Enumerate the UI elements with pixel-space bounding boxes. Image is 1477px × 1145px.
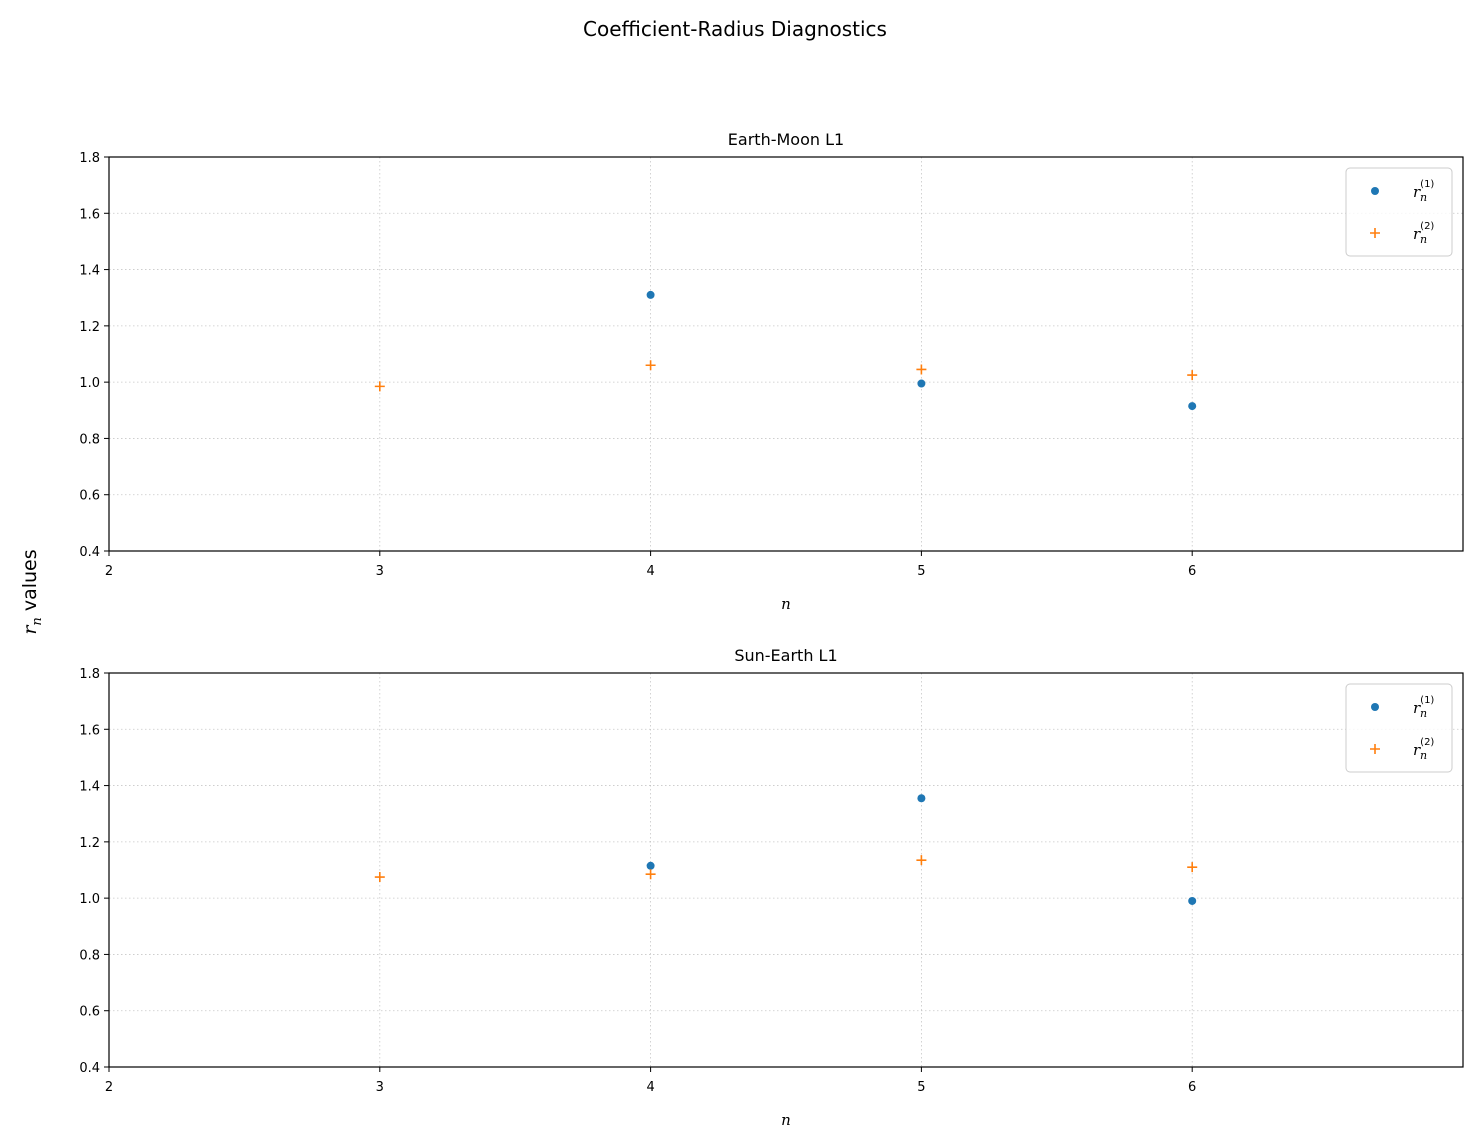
legend: r(1) nr(2) n — [1345, 683, 1453, 773]
x-tick-label: 5 — [917, 1080, 925, 1095]
y-tick-label: 0.6 — [79, 1005, 100, 1020]
x-tick-label: 6 — [1188, 1080, 1196, 1095]
y-tick-label: 1.8 — [79, 667, 100, 682]
x-axis-label: n — [781, 595, 791, 613]
y-tick-label: 0.8 — [79, 948, 100, 963]
legend-dot-marker — [1371, 187, 1379, 195]
figure-suptitle: Coefficient-Radius Diagnostics — [583, 17, 887, 41]
legend: r(1) nr(2) n — [1345, 167, 1453, 257]
y-tick-label: 1.8 — [79, 151, 100, 166]
data-point-plus — [1187, 862, 1198, 873]
x-tick-label: 6 — [1188, 564, 1196, 579]
y-tick-label: 1.0 — [79, 376, 100, 391]
legend-symbol: r — [1413, 225, 1421, 243]
legend-label: r(1) n — [1413, 179, 1434, 204]
legend-superscript: (1) — [1420, 695, 1434, 706]
y-tick-label: 1.2 — [79, 836, 100, 851]
series-2 — [374, 360, 1198, 392]
x-tick-label: 5 — [917, 564, 925, 579]
legend-superscript: (2) — [1420, 221, 1434, 232]
x-tick-label: 4 — [646, 564, 654, 579]
data-point-dot — [1188, 896, 1197, 905]
legend-subscript: n — [1420, 233, 1427, 246]
data-point-plus — [374, 381, 385, 392]
legend-plus-marker — [1370, 228, 1380, 238]
series-1 — [646, 794, 1197, 905]
x-tick-label: 3 — [376, 564, 384, 579]
legend-box — [1345, 683, 1453, 773]
series-1 — [646, 290, 1197, 411]
legend-label: r(1) n — [1413, 695, 1434, 720]
subplots: 2 3 4 5 6 0.4 0.6 0.8 1.0 1.2 1.4 1.6 1.8 Earth-Moon … — [79, 130, 1464, 1129]
legend-superscript: (1) — [1420, 179, 1434, 190]
data-point-dot — [646, 861, 655, 870]
data-point-dot — [917, 379, 926, 388]
legend-symbol: r — [1413, 699, 1421, 717]
data-point-plus — [916, 855, 927, 866]
x-tick-label: 3 — [376, 1080, 384, 1095]
legend-subscript: n — [1420, 707, 1427, 720]
data-point-plus — [1187, 370, 1198, 381]
legend-label: r(2) n — [1413, 737, 1434, 762]
y-tick-label: 0.4 — [79, 545, 100, 560]
y-tick-label: 1.0 — [79, 892, 100, 907]
x-axis-label: n — [781, 1111, 791, 1129]
shared-y-axis-label: rn values — [19, 549, 45, 634]
data-point-dot — [917, 794, 926, 803]
x-tick-label: 2 — [105, 564, 113, 579]
subplot-2: 2 3 4 5 6 0.4 0.6 0.8 1.0 1.2 1.4 1.6 1.8 Sun-Earth L… — [79, 646, 1464, 1129]
legend-symbol: r — [1413, 183, 1421, 201]
legend-symbol: r — [1413, 741, 1421, 759]
legend-plus-marker — [1370, 744, 1380, 754]
legend-subscript: n — [1420, 749, 1427, 762]
subplot-title: Sun-Earth L1 — [734, 646, 837, 665]
y-tick-label: 1.4 — [79, 780, 100, 795]
y-tick-label: 0.8 — [79, 432, 100, 447]
x-tick-label: 4 — [646, 1080, 654, 1095]
data-point-plus — [645, 869, 656, 880]
x-tick-label: 2 — [105, 1080, 113, 1095]
legend-dot-marker — [1371, 703, 1379, 711]
data-point-plus — [645, 360, 656, 371]
y-tick-label: 0.6 — [79, 489, 100, 504]
data-point-dot — [1188, 402, 1197, 411]
data-point-plus — [916, 364, 927, 375]
y-tick-label: 1.6 — [79, 207, 100, 222]
subplot-title: Earth-Moon L1 — [728, 130, 844, 149]
y-tick-label: 1.6 — [79, 723, 100, 738]
ylabel-symbol: r — [19, 624, 41, 635]
legend-subscript: n — [1420, 191, 1427, 204]
legend-label: r(2) n — [1413, 221, 1434, 246]
legend-box — [1345, 167, 1453, 257]
axes-frame — [108, 156, 1464, 552]
data-point-plus — [374, 872, 385, 883]
axes-frame — [108, 672, 1464, 1068]
ylabel-text: values — [19, 549, 41, 617]
series-2 — [374, 855, 1198, 883]
y-tick-label: 1.4 — [79, 264, 100, 279]
y-tick-label: 1.2 — [79, 320, 100, 335]
legend-superscript: (2) — [1420, 737, 1434, 748]
subplot-1: 2 3 4 5 6 0.4 0.6 0.8 1.0 1.2 1.4 1.6 1.8 Earth-Moon … — [79, 130, 1464, 613]
y-tick-label: 0.4 — [79, 1061, 100, 1076]
data-point-dot — [646, 290, 655, 299]
ylabel-subscript: n — [30, 617, 45, 625]
